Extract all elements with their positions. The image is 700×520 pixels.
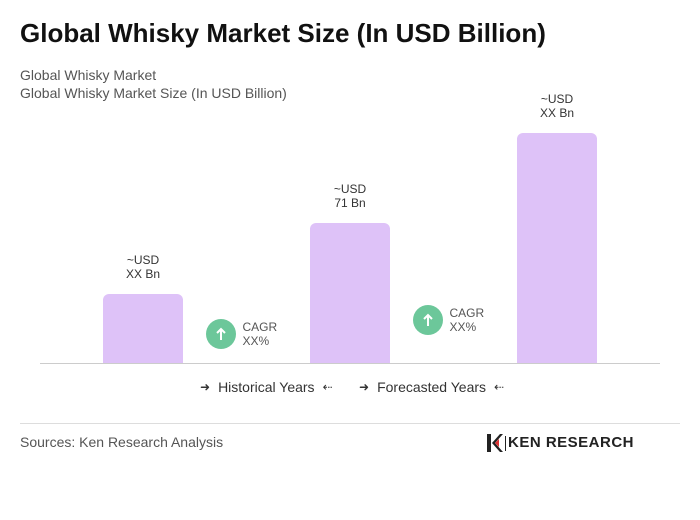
legend-item: ➜ Forecasted Years ⇠	[359, 379, 505, 395]
chart-title: Global Whisky Market Size (In USD Billio…	[20, 18, 546, 48]
cagr-label: CAGR XX%	[242, 320, 278, 348]
logo-separator	[505, 436, 506, 451]
baseline	[40, 363, 660, 364]
subtitle: Global Whisky Market	[20, 67, 157, 83]
legend-item: ➜ Historical Years ⇠	[200, 379, 333, 395]
divider	[20, 423, 680, 424]
legend-label: Forecasted Years	[377, 379, 487, 395]
bar	[517, 133, 597, 363]
bar	[310, 223, 390, 363]
value-label: ~USD 71 Bn	[333, 182, 367, 211]
value-label: ~USD XX Bn	[539, 92, 575, 120]
legend-label: Historical Years	[218, 379, 315, 395]
value-label: ~USD XX Bn	[125, 253, 161, 282]
source: Sources: Ken Research Analysis	[20, 434, 224, 450]
bar	[103, 294, 183, 363]
logo-icon	[487, 434, 503, 452]
logo-text: KEN RESEARCH	[508, 434, 635, 451]
cagr-badge	[412, 305, 443, 335]
subtitle: Global Whisky Market Size (In USD Billio…	[20, 85, 287, 101]
cagr-label: CAGR XX%	[449, 306, 485, 334]
cagr-badge	[205, 319, 236, 349]
